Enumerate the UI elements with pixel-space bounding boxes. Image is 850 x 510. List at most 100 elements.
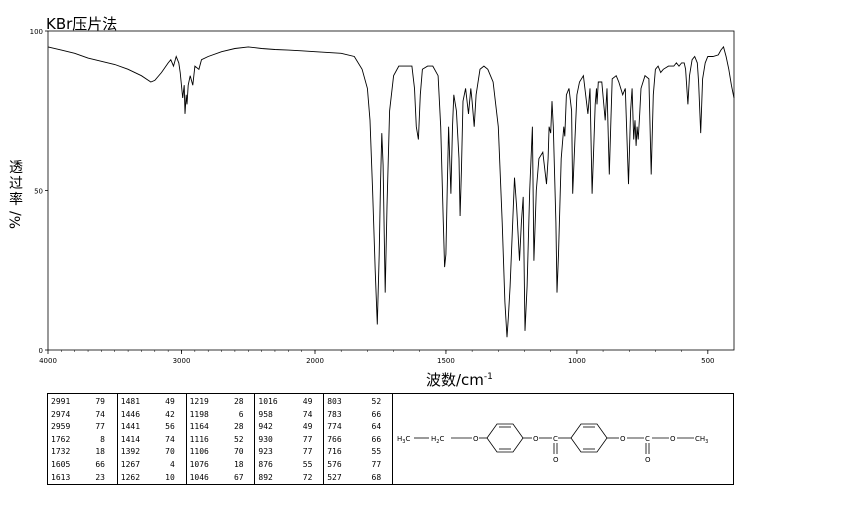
peak-table-row: 1605 66 <box>51 459 117 472</box>
peak-table-row: 1198 6 <box>190 409 255 422</box>
peak-transmittance: 4 <box>169 459 175 469</box>
peak-wavenumber: 923 <box>258 447 273 457</box>
peak-transmittance: 72 <box>302 472 313 482</box>
peak-wavenumber: 766 <box>327 434 342 444</box>
peak-transmittance: 10 <box>165 472 175 482</box>
peak-transmittance: 74 <box>165 434 175 444</box>
plot-frame <box>47 30 735 351</box>
peak-wavenumber: 1762 <box>51 434 71 444</box>
peak-transmittance: 67 <box>233 472 244 482</box>
spectrum-line <box>47 45 735 338</box>
peak-transmittance: 74 <box>95 409 105 419</box>
atom-label: H3C <box>397 435 410 445</box>
peak-table-row: 1732 18 <box>51 446 117 459</box>
peak-transmittance: 28 <box>233 422 244 432</box>
peak-wavenumber: 716 <box>327 447 342 457</box>
peak-wavenumber: 774 <box>327 422 342 432</box>
peak-transmittance: 55 <box>371 447 382 457</box>
peak-wavenumber: 803 <box>327 397 342 406</box>
peak-table-row: 1046 67 <box>190 472 255 485</box>
atom-label: CH3 <box>695 435 708 445</box>
peak-wavenumber: 1414 <box>120 434 141 444</box>
peak-transmittance: 52 <box>371 397 382 406</box>
peak-transmittance: 77 <box>371 459 382 469</box>
peak-table-row: 1392 70 <box>121 446 186 459</box>
x-tick-label: 500 <box>701 357 714 365</box>
atom-label: O <box>533 435 539 443</box>
peak-wavenumber: 892 <box>258 472 273 482</box>
atom-label: O <box>473 435 479 443</box>
y-axis-label-char: 率 <box>9 192 23 208</box>
peak-table-row: 942 49 <box>258 421 323 434</box>
peak-transmittance: 52 <box>233 434 244 444</box>
x-tick-label: 1500 <box>437 357 455 365</box>
peak-transmittance: 70 <box>233 447 244 457</box>
peak-table-row: 1613 23 <box>51 472 117 485</box>
peak-table-row: 527 68 <box>327 472 392 485</box>
peak-transmittance: 66 <box>371 409 382 419</box>
peak-wavenumber: 1392 <box>120 447 141 457</box>
peak-wavenumber: 1605 <box>51 459 71 469</box>
peak-table-row: 2991 79 <box>51 396 117 409</box>
peak-table-row: 783 66 <box>327 409 392 422</box>
peak-table-row: 1446 42 <box>121 409 186 422</box>
peak-table-row: 766 66 <box>327 434 392 447</box>
atom-label: C <box>553 435 558 443</box>
peak-transmittance: 64 <box>371 422 382 432</box>
peak-wavenumber: 1441 <box>120 422 141 432</box>
peak-transmittance: 18 <box>95 447 105 457</box>
peak-wavenumber: 1267 <box>120 459 141 469</box>
atom-label: C <box>645 435 650 443</box>
chart-title: KBr压片法 <box>46 15 118 33</box>
peak-transmittance: 56 <box>165 422 175 432</box>
peak-transmittance: 66 <box>371 434 382 444</box>
peak-wavenumber: 1481 <box>120 397 141 406</box>
peak-table-row: 774 64 <box>327 421 392 434</box>
x-axis-label-sup: -1 <box>483 372 493 382</box>
atom-label: O <box>670 435 676 443</box>
peak-transmittance: 6 <box>238 409 244 419</box>
peak-table: 2991 79 2974 74 2959 77 1762 8 1732 18 1605 66 1613 2… <box>47 393 393 485</box>
peak-wavenumber: 1732 <box>51 447 71 457</box>
y-axis-label: 透 过 率 %/ <box>5 160 27 229</box>
peak-table-row: 958 74 <box>258 409 323 422</box>
peak-table-row: 1414 74 <box>121 434 186 447</box>
peak-transmittance: 49 <box>302 397 313 406</box>
peak-transmittance: 8 <box>100 434 105 444</box>
peak-table-column: 1016 49 958 74 942 49 930 77 923 77 876 55 892 72 <box>254 394 323 484</box>
peak-table-row: 1262 10 <box>121 472 186 485</box>
atom-label: H2C <box>431 435 444 445</box>
peak-table-row: 1441 56 <box>121 421 186 434</box>
peak-wavenumber: 576 <box>327 459 342 469</box>
peak-transmittance: 18 <box>233 459 244 469</box>
peak-wavenumber: 876 <box>258 459 273 469</box>
peak-wavenumber: 2991 <box>51 397 71 406</box>
x-axis-label-text: 波数/cm <box>426 371 484 389</box>
peak-table-row: 2959 77 <box>51 421 117 434</box>
peak-wavenumber: 1164 <box>189 422 209 432</box>
x-tick-label: 1000 <box>568 357 586 365</box>
peak-table-row: 1219 28 <box>190 396 255 409</box>
peak-transmittance: 28 <box>233 397 244 406</box>
peak-transmittance: 55 <box>302 459 313 469</box>
x-tick-label: 3000 <box>173 357 191 365</box>
peak-wavenumber: 1116 <box>189 434 209 444</box>
peak-table-column: 1481 49 1446 42 1441 56 1414 74 1392 70 1267 4 1262 1… <box>116 394 186 485</box>
peak-wavenumber: 958 <box>258 409 273 419</box>
peak-table-row: 892 72 <box>258 472 323 485</box>
peak-table-row: 1267 4 <box>121 459 186 472</box>
peak-table-row: 923 77 <box>258 446 323 459</box>
x-axis-label: 波数/cm-1 <box>426 369 493 390</box>
peak-transmittance: 23 <box>95 472 105 482</box>
atom-label: O <box>645 456 651 464</box>
peak-table-row: 1016 49 <box>258 396 323 409</box>
peak-transmittance: 68 <box>371 472 382 482</box>
atom-label: O <box>620 435 626 443</box>
peak-wavenumber: 1076 <box>189 459 209 469</box>
peak-wavenumber: 1613 <box>51 472 71 482</box>
peak-wavenumber: 1219 <box>189 397 209 406</box>
peak-transmittance: 77 <box>95 422 105 432</box>
peak-table-row: 716 55 <box>327 446 392 459</box>
peak-table-row: 1106 70 <box>190 446 255 459</box>
